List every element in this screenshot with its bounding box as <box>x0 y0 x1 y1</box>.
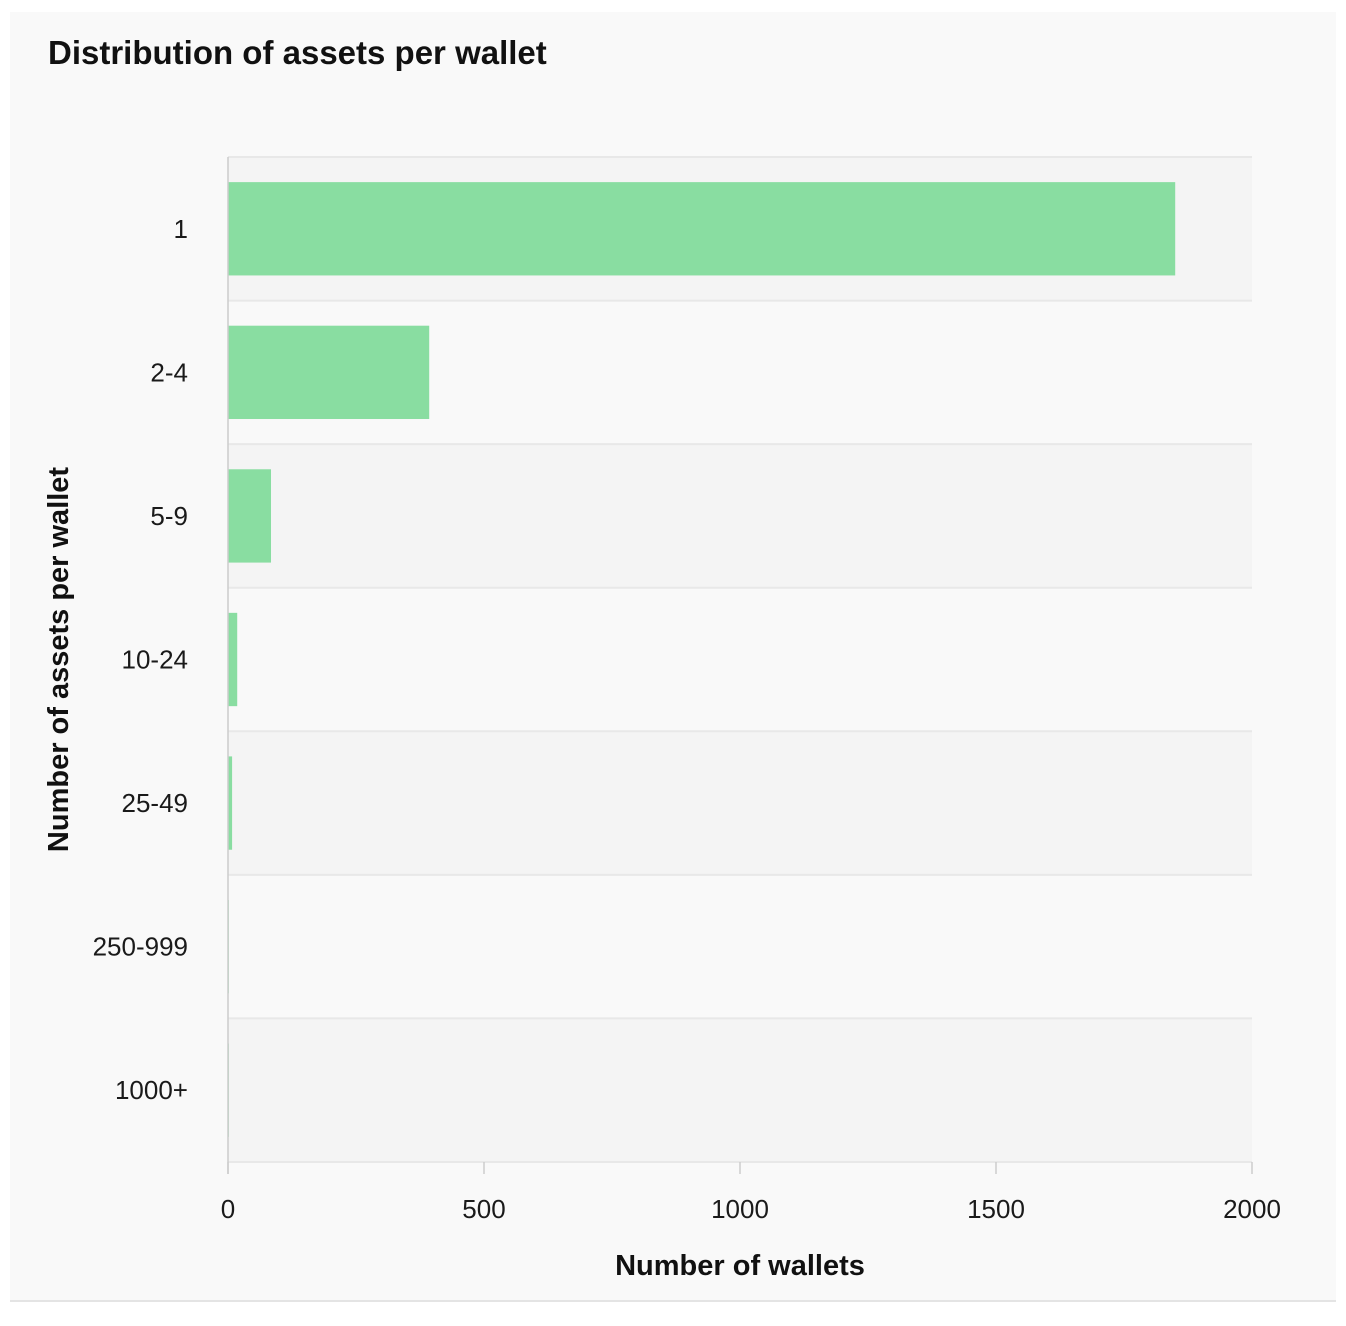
axes <box>227 157 1253 1174</box>
y-tick-label: 1 <box>174 214 188 244</box>
x-tick-label: 1000 <box>711 1194 769 1224</box>
y-tick-label: 25-49 <box>122 788 189 818</box>
tick-labels: 1 2-4 5-9 10-24 25-49 250-999 1000+ 0 500 1000 150… <box>93 214 1281 1224</box>
x-tick-label: 2000 <box>1223 1194 1281 1224</box>
y-tick-label: 2-4 <box>150 357 188 387</box>
row-band <box>228 587 1252 732</box>
y-tick-label: 5-9 <box>150 501 188 531</box>
bar-5-9[interactable] <box>228 469 272 563</box>
chart-card: Distribution of assets per wallet 1 2-4 5-… <box>10 12 1336 1302</box>
y-axis-title: Number of assets per wallet <box>43 467 75 853</box>
bars <box>228 182 1176 1137</box>
x-tick-label: 0 <box>221 1194 235 1224</box>
bar-25-49[interactable] <box>228 756 233 850</box>
x-tick-label: 500 <box>462 1194 505 1224</box>
y-tick-label: 1000+ <box>115 1075 188 1105</box>
chart-title: Distribution of assets per wallet <box>48 34 547 71</box>
bar-2-4[interactable] <box>228 325 430 420</box>
row-band <box>228 1018 1252 1162</box>
y-tick-label: 10-24 <box>122 645 189 675</box>
row-bands <box>228 156 1252 1162</box>
bar-chart: 1 2-4 5-9 10-24 25-49 250-999 1000+ 0 500 1000 150… <box>43 156 1281 1282</box>
row-band <box>228 444 1252 588</box>
row-band <box>228 731 1252 875</box>
bar-10-24[interactable] <box>228 612 238 707</box>
x-tick-label: 1500 <box>967 1194 1025 1224</box>
row-band <box>228 874 1252 1019</box>
x-axis-title: Number of wallets <box>615 1250 865 1282</box>
bar-1[interactable] <box>228 182 1176 276</box>
y-tick-label: 250-999 <box>93 932 188 962</box>
